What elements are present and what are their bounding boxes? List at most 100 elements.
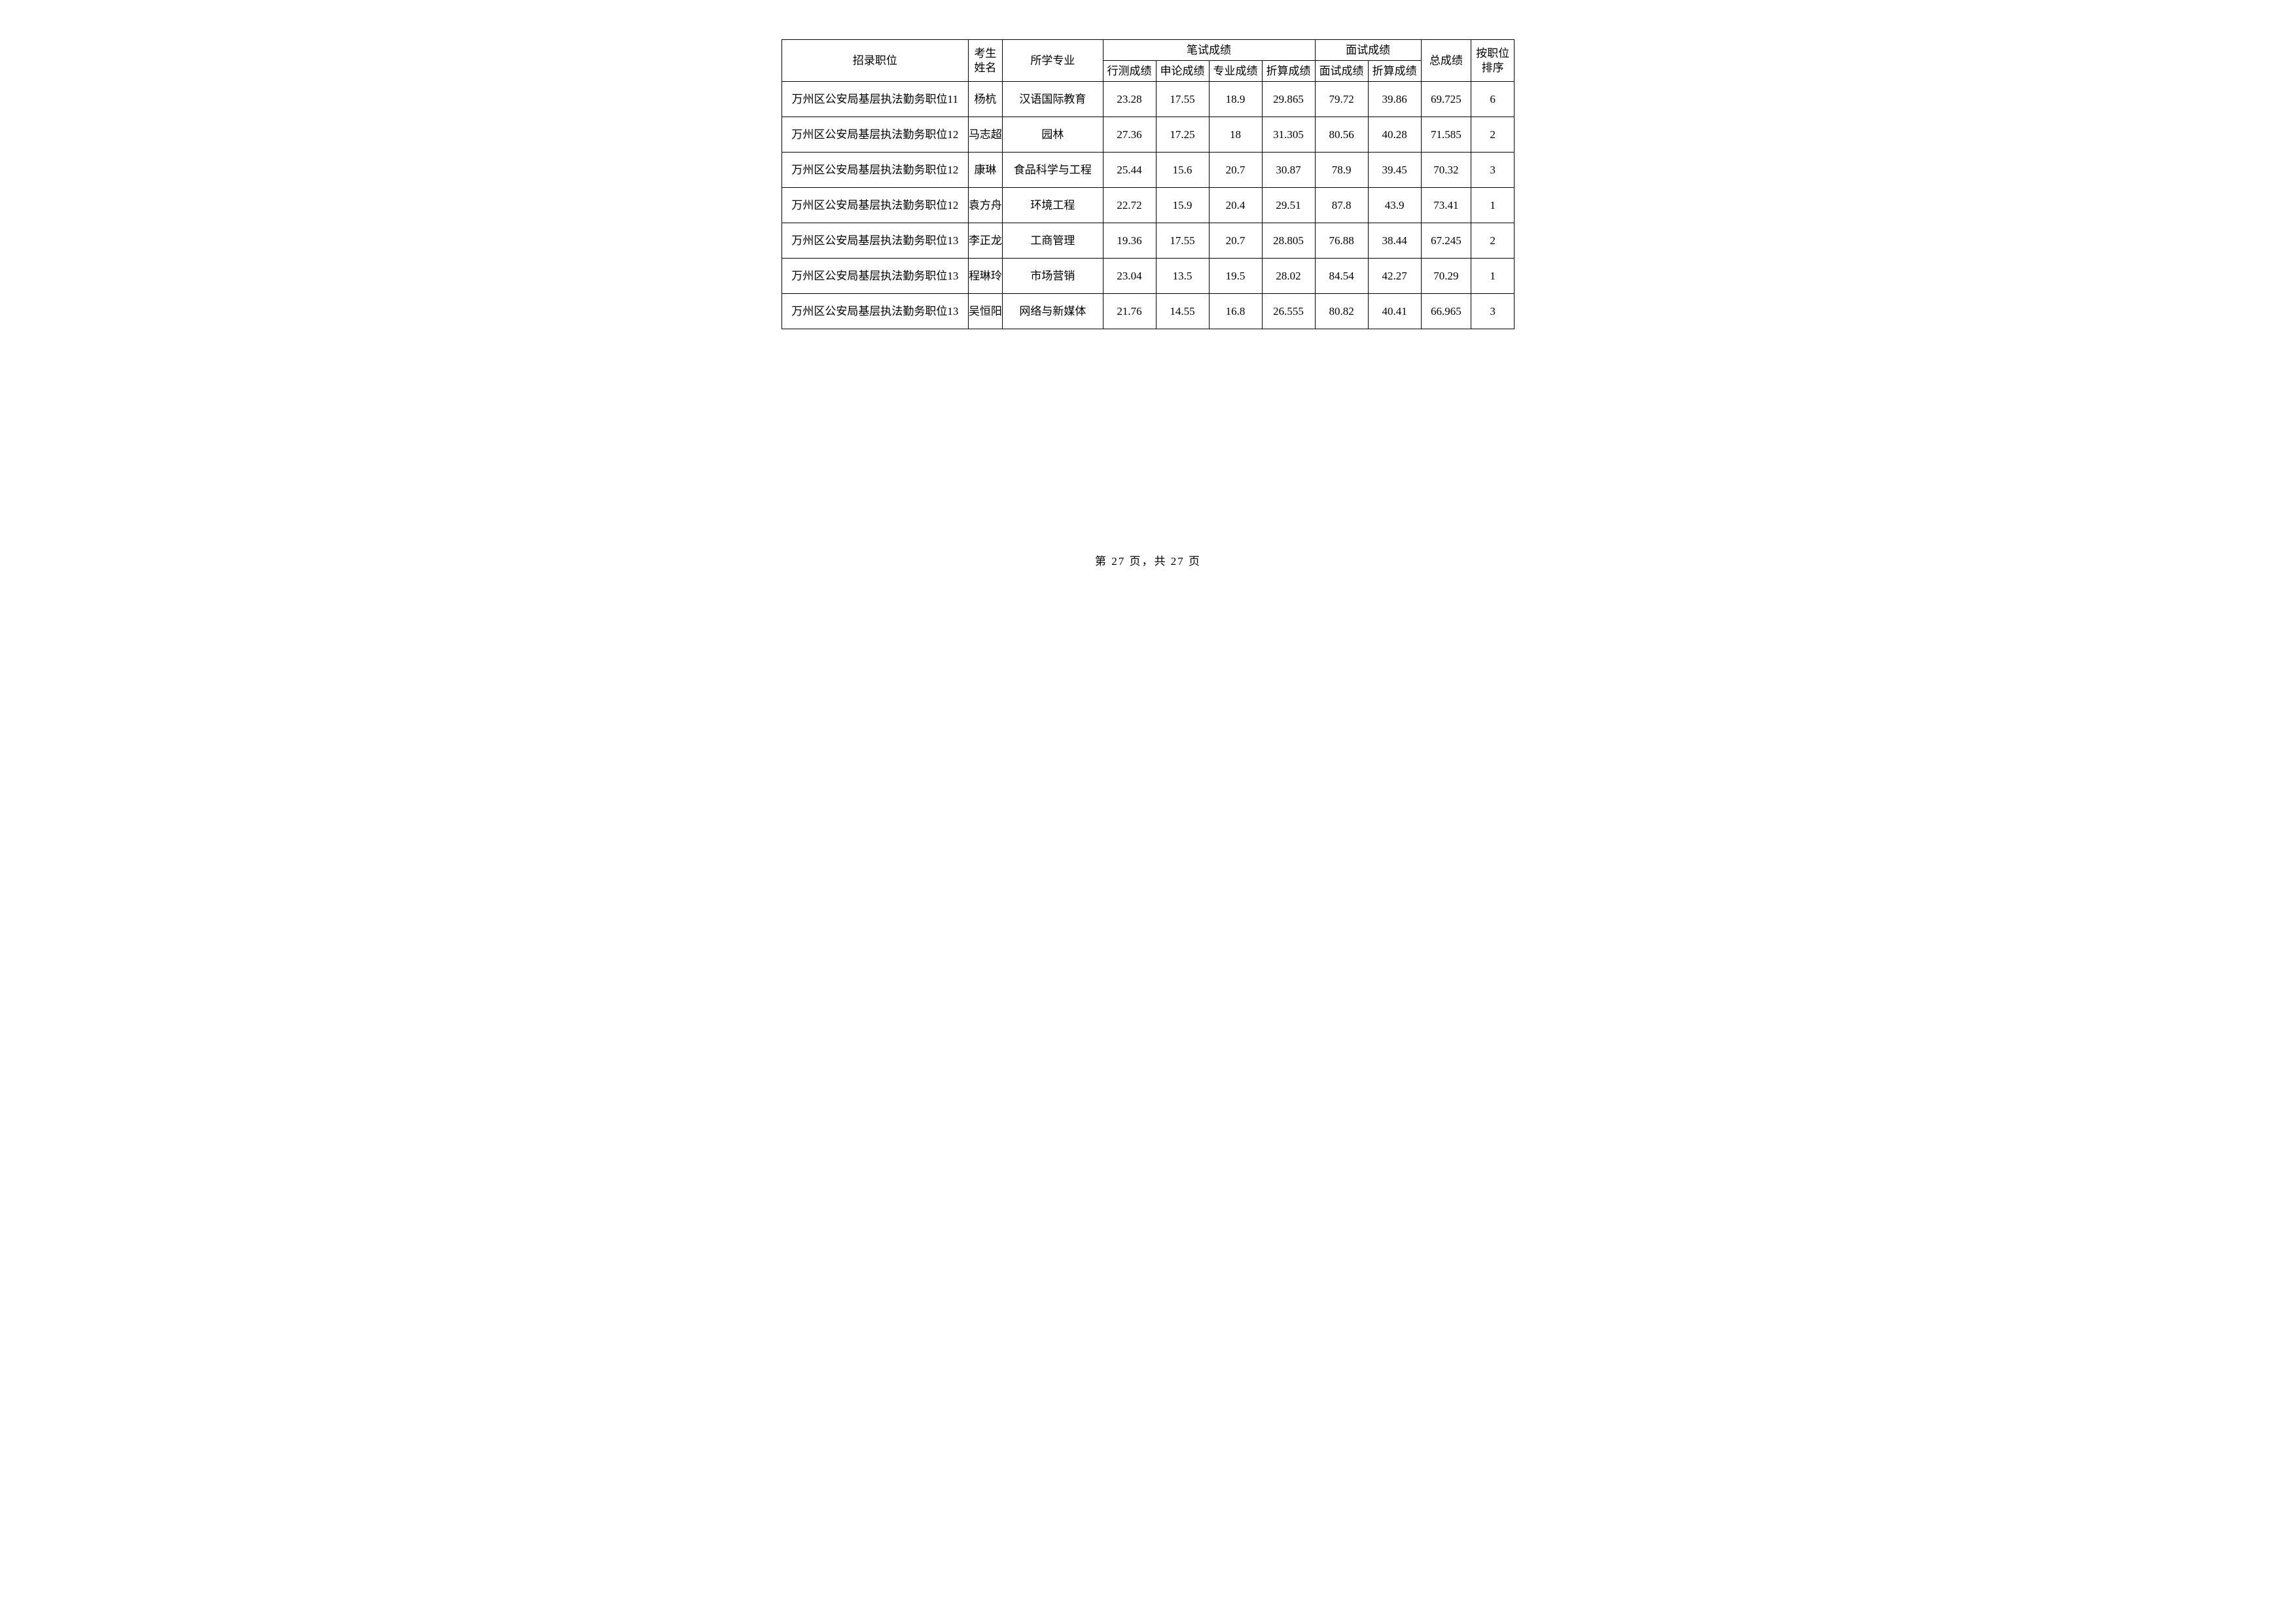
header-zhuanye: 专业成绩 <box>1209 61 1262 82</box>
cell-name: 程琳玲 <box>968 259 1003 294</box>
cell-zhesuan-interview: 39.45 <box>1368 153 1421 188</box>
cell-xingce: 23.04 <box>1103 259 1156 294</box>
cell-major: 食品科学与工程 <box>1003 153 1103 188</box>
table-row: 万州区公安局基层执法勤务职位13程琳玲市场营销23.0413.519.528.0… <box>782 259 1515 294</box>
cell-zhesuan-interview: 43.9 <box>1368 188 1421 223</box>
cell-shenlun: 13.5 <box>1156 259 1209 294</box>
cell-mianshi: 79.72 <box>1315 82 1368 117</box>
cell-shenlun: 17.25 <box>1156 117 1209 153</box>
cell-position: 万州区公安局基层执法勤务职位13 <box>782 294 969 329</box>
cell-zhesuan-written: 31.305 <box>1262 117 1315 153</box>
cell-zhuanye: 20.7 <box>1209 153 1262 188</box>
cell-zhuanye: 16.8 <box>1209 294 1262 329</box>
cell-zhuanye: 18 <box>1209 117 1262 153</box>
cell-shenlun: 17.55 <box>1156 223 1209 259</box>
cell-zhesuan-written: 30.87 <box>1262 153 1315 188</box>
cell-zhesuan-written: 28.02 <box>1262 259 1315 294</box>
cell-total: 73.41 <box>1421 188 1471 223</box>
header-written-group: 笔试成绩 <box>1103 40 1315 61</box>
cell-position: 万州区公安局基层执法勤务职位13 <box>782 259 969 294</box>
cell-zhesuan-written: 26.555 <box>1262 294 1315 329</box>
table-body: 万州区公安局基层执法勤务职位11杨杭汉语国际教育23.2817.5518.929… <box>782 82 1515 329</box>
header-zhesuan-i: 折算成绩 <box>1368 61 1421 82</box>
page-container: 招录职位 考生 姓名 所学专业 笔试成绩 面试成绩 总成绩 按职位 排序 行测成… <box>781 39 1515 568</box>
cell-zhesuan-interview: 38.44 <box>1368 223 1421 259</box>
header-total: 总成绩 <box>1421 40 1471 82</box>
cell-zhesuan-interview: 40.41 <box>1368 294 1421 329</box>
header-position: 招录职位 <box>782 40 969 82</box>
cell-zhuanye: 19.5 <box>1209 259 1262 294</box>
cell-rank: 3 <box>1471 294 1515 329</box>
table-row: 万州区公安局基层执法勤务职位12康琳食品科学与工程25.4415.620.730… <box>782 153 1515 188</box>
cell-major: 环境工程 <box>1003 188 1103 223</box>
cell-name: 马志超 <box>968 117 1003 153</box>
cell-mianshi: 84.54 <box>1315 259 1368 294</box>
cell-position: 万州区公安局基层执法勤务职位12 <box>782 188 969 223</box>
table-row: 万州区公安局基层执法勤务职位13李正龙工商管理19.3617.5520.728.… <box>782 223 1515 259</box>
cell-name: 李正龙 <box>968 223 1003 259</box>
header-zhesuan-w: 折算成绩 <box>1262 61 1315 82</box>
cell-mianshi: 87.8 <box>1315 188 1368 223</box>
cell-xingce: 27.36 <box>1103 117 1156 153</box>
table-row: 万州区公安局基层执法勤务职位11杨杭汉语国际教育23.2817.5518.929… <box>782 82 1515 117</box>
cell-shenlun: 15.9 <box>1156 188 1209 223</box>
cell-rank: 3 <box>1471 153 1515 188</box>
cell-mianshi: 76.88 <box>1315 223 1368 259</box>
cell-xingce: 25.44 <box>1103 153 1156 188</box>
cell-major: 园林 <box>1003 117 1103 153</box>
header-mianshi: 面试成绩 <box>1315 61 1368 82</box>
cell-xingce: 23.28 <box>1103 82 1156 117</box>
scores-table: 招录职位 考生 姓名 所学专业 笔试成绩 面试成绩 总成绩 按职位 排序 行测成… <box>781 39 1515 329</box>
cell-zhuanye: 18.9 <box>1209 82 1262 117</box>
cell-total: 70.29 <box>1421 259 1471 294</box>
cell-position: 万州区公安局基层执法勤务职位11 <box>782 82 969 117</box>
header-xingce: 行测成绩 <box>1103 61 1156 82</box>
header-shenlun: 申论成绩 <box>1156 61 1209 82</box>
cell-shenlun: 17.55 <box>1156 82 1209 117</box>
cell-name: 吴恒阳 <box>968 294 1003 329</box>
cell-major: 汉语国际教育 <box>1003 82 1103 117</box>
cell-position: 万州区公安局基层执法勤务职位12 <box>782 153 969 188</box>
cell-xingce: 22.72 <box>1103 188 1156 223</box>
cell-zhuanye: 20.4 <box>1209 188 1262 223</box>
cell-shenlun: 15.6 <box>1156 153 1209 188</box>
cell-shenlun: 14.55 <box>1156 294 1209 329</box>
page-footer: 第 27 页，共 27 页 <box>781 552 1515 568</box>
cell-major: 工商管理 <box>1003 223 1103 259</box>
cell-zhuanye: 20.7 <box>1209 223 1262 259</box>
cell-name: 康琳 <box>968 153 1003 188</box>
cell-zhesuan-written: 29.865 <box>1262 82 1315 117</box>
cell-rank: 6 <box>1471 82 1515 117</box>
table-row: 万州区公安局基层执法勤务职位13吴恒阳网络与新媒体21.7614.5516.82… <box>782 294 1515 329</box>
cell-major: 市场营销 <box>1003 259 1103 294</box>
cell-zhesuan-written: 29.51 <box>1262 188 1315 223</box>
cell-total: 69.725 <box>1421 82 1471 117</box>
cell-rank: 2 <box>1471 223 1515 259</box>
table-header: 招录职位 考生 姓名 所学专业 笔试成绩 面试成绩 总成绩 按职位 排序 行测成… <box>782 40 1515 82</box>
cell-mianshi: 78.9 <box>1315 153 1368 188</box>
cell-total: 70.32 <box>1421 153 1471 188</box>
cell-position: 万州区公安局基层执法勤务职位13 <box>782 223 969 259</box>
header-interview-group: 面试成绩 <box>1315 40 1421 61</box>
cell-total: 66.965 <box>1421 294 1471 329</box>
cell-xingce: 21.76 <box>1103 294 1156 329</box>
table-row: 万州区公安局基层执法勤务职位12袁方舟环境工程22.7215.920.429.5… <box>782 188 1515 223</box>
cell-rank: 2 <box>1471 117 1515 153</box>
table-row: 万州区公安局基层执法勤务职位12马志超园林27.3617.251831.3058… <box>782 117 1515 153</box>
cell-mianshi: 80.82 <box>1315 294 1368 329</box>
cell-mianshi: 80.56 <box>1315 117 1368 153</box>
cell-total: 67.245 <box>1421 223 1471 259</box>
cell-zhesuan-interview: 40.28 <box>1368 117 1421 153</box>
cell-position: 万州区公安局基层执法勤务职位12 <box>782 117 969 153</box>
cell-major: 网络与新媒体 <box>1003 294 1103 329</box>
cell-zhesuan-interview: 39.86 <box>1368 82 1421 117</box>
header-name: 考生 姓名 <box>968 40 1003 82</box>
cell-zhesuan-interview: 42.27 <box>1368 259 1421 294</box>
cell-total: 71.585 <box>1421 117 1471 153</box>
cell-name: 袁方舟 <box>968 188 1003 223</box>
cell-rank: 1 <box>1471 188 1515 223</box>
cell-rank: 1 <box>1471 259 1515 294</box>
header-rank: 按职位 排序 <box>1471 40 1515 82</box>
header-major: 所学专业 <box>1003 40 1103 82</box>
cell-name: 杨杭 <box>968 82 1003 117</box>
